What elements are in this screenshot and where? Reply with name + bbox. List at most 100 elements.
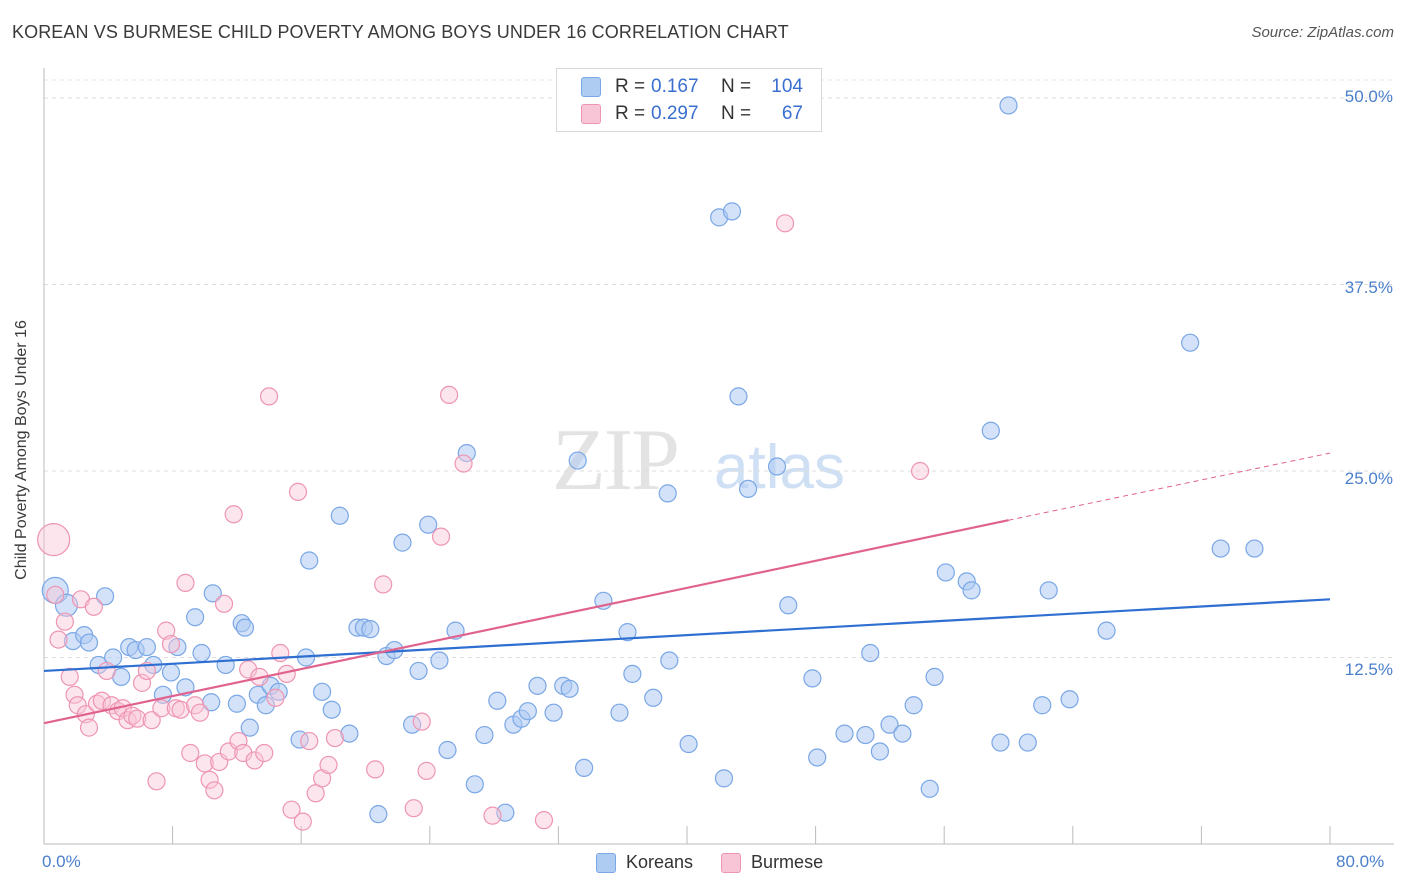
korean-point — [1060, 690, 1079, 709]
korean-point — [290, 730, 309, 749]
burmese-point — [366, 760, 385, 779]
data-points — [37, 96, 1264, 831]
korean-point — [203, 584, 222, 603]
y-tick-label-25: 25.0% — [1344, 469, 1393, 488]
burmese-point — [374, 575, 393, 594]
burmese-point — [534, 811, 554, 830]
y-tick-label-50: 50.0% — [1344, 87, 1393, 106]
burmese-swatch — [581, 104, 601, 124]
r-label: R = — [615, 103, 646, 124]
burmese-point — [55, 612, 74, 631]
korean-point — [419, 515, 438, 534]
burmese-point — [152, 699, 171, 718]
korean-point — [137, 637, 156, 657]
trend-lines — [43, 452, 1331, 725]
korean-point — [861, 643, 880, 663]
korean-point — [322, 700, 341, 719]
korean-point — [779, 596, 798, 615]
correlation-legend: R = 0.167 N = 104 R = 0.297 N = 67 — [556, 68, 822, 132]
legend-row-koreans: R = 0.167 N = 104 — [581, 75, 803, 99]
grid-lines — [44, 79, 1394, 658]
korean-point — [409, 661, 428, 681]
burmese-point — [128, 709, 147, 728]
burmese-point — [404, 799, 423, 818]
korean-point — [936, 563, 955, 582]
burmese-trend-extension — [1008, 452, 1331, 521]
burmese-point — [195, 754, 214, 773]
chart-title: KOREAN VS BURMESE CHILD POVERTY AMONG BO… — [12, 22, 789, 42]
burmese-point — [171, 700, 190, 719]
korean-point — [644, 688, 663, 707]
koreans-swatch — [596, 852, 616, 873]
x-tick-label-max: 80.0% — [1336, 852, 1385, 871]
burmese-point — [205, 781, 224, 800]
korean-point — [575, 758, 594, 778]
korean-point — [330, 506, 349, 525]
korean-point — [240, 718, 259, 737]
burmese-point — [190, 703, 210, 722]
korean-point — [991, 733, 1010, 752]
korean-point — [369, 805, 388, 824]
korean-point — [729, 387, 748, 406]
burmese-point — [259, 387, 279, 406]
korean-point — [227, 694, 246, 713]
korean-point — [767, 457, 787, 476]
korean-point — [216, 655, 235, 675]
burmese-trend-line — [43, 519, 1009, 725]
korean-point — [870, 742, 890, 761]
burmese-point — [454, 454, 473, 473]
y-tick-label-37-5: 37.5% — [1344, 278, 1393, 297]
korean-point — [920, 779, 939, 798]
legend-item-burmese[interactable]: Burmese — [721, 852, 823, 873]
legend-row-burmese: R = 0.297 N = 67 — [581, 102, 803, 126]
korean-point — [660, 651, 679, 670]
korean-point — [544, 703, 563, 722]
burmese-point — [142, 711, 161, 730]
n-label: N = — [721, 76, 752, 97]
burmese-point — [266, 688, 285, 707]
korean-point — [1033, 696, 1052, 715]
n-value: 67 — [781, 103, 803, 124]
burmese-point — [293, 812, 312, 831]
korean-point — [962, 581, 981, 600]
korean-point — [192, 643, 211, 663]
korean-point — [161, 663, 181, 682]
korean-point — [856, 725, 875, 745]
korean-point — [1039, 581, 1058, 600]
burmese-swatch — [721, 852, 742, 873]
korean-point — [340, 724, 359, 743]
burmese-point — [65, 685, 84, 704]
burmese-point — [224, 505, 243, 524]
legend-item-koreans[interactable]: Koreans — [596, 852, 693, 873]
burmese-point — [910, 461, 930, 481]
axes — [43, 68, 1394, 845]
legend-label-koreans: Koreans — [626, 852, 694, 872]
burmese-point — [282, 800, 301, 819]
korean-point — [618, 623, 637, 642]
burmese-point — [79, 718, 99, 737]
burmese-point — [325, 728, 345, 748]
korean-point — [1097, 621, 1116, 640]
korean-point — [981, 421, 1000, 440]
korean-point — [925, 667, 944, 686]
korean-point — [1018, 733, 1037, 752]
burmese-point — [214, 594, 234, 613]
burmese-point — [245, 751, 264, 770]
korean-point — [488, 691, 507, 710]
korean-trend-line — [43, 598, 1331, 673]
korean-point — [880, 715, 899, 734]
burmese-point — [319, 755, 338, 775]
burmese-point — [84, 597, 103, 616]
burmese-point — [157, 621, 176, 640]
korean-point — [1245, 539, 1264, 558]
korean-point — [300, 551, 319, 570]
korean-point — [803, 669, 822, 688]
korean-point — [393, 533, 412, 552]
r-label: R = — [615, 76, 646, 97]
korean-point — [610, 703, 629, 722]
burmese-point — [176, 573, 195, 593]
burmese-point — [97, 661, 116, 681]
burmese-point — [439, 385, 459, 405]
koreans-swatch — [581, 77, 601, 97]
korean-point — [465, 775, 484, 794]
